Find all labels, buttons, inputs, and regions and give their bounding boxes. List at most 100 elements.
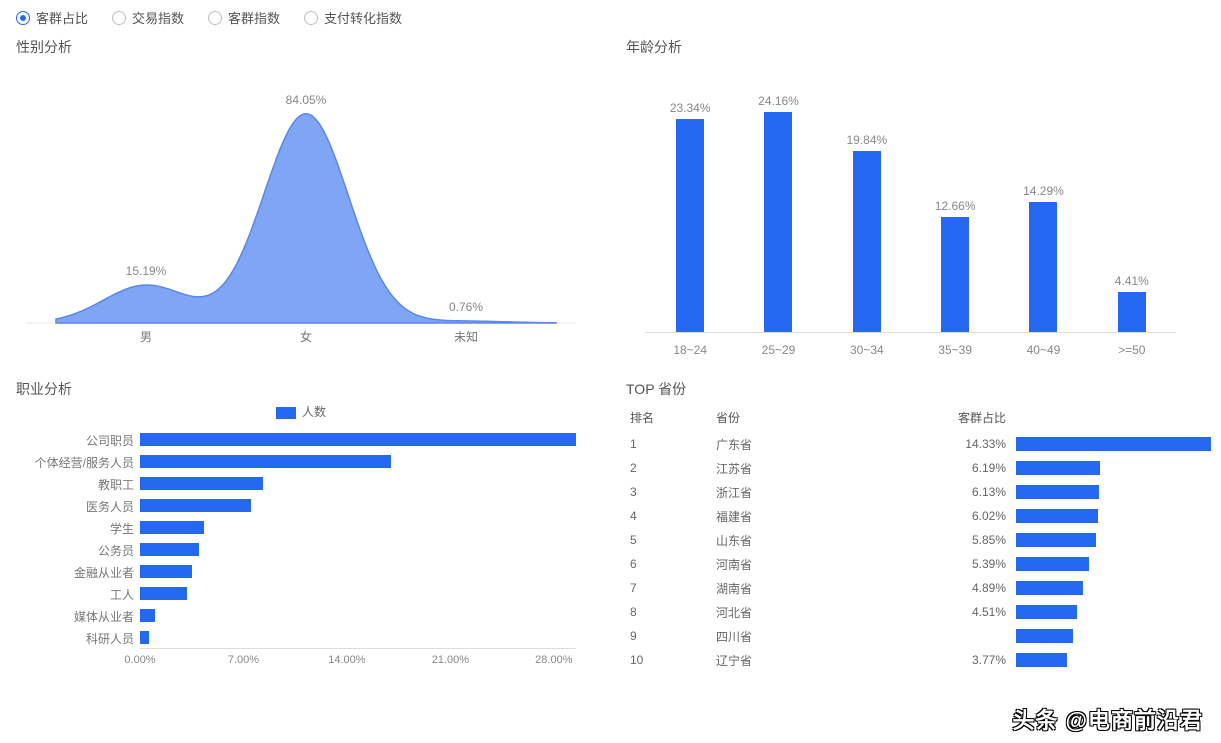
gender-category-label: 女 — [300, 329, 312, 344]
province-rank: 8 — [626, 605, 716, 619]
occupation-x-tick: 28.00% — [535, 654, 572, 666]
province-bar — [1016, 629, 1073, 643]
radio-customer-index[interactable]: 客群指数 — [208, 8, 280, 27]
province-rank: 9 — [626, 629, 716, 643]
occupation-label: 金融从业者 — [16, 564, 134, 581]
occupation-bar — [140, 587, 187, 600]
province-row: 6 河南省 5.39% — [626, 552, 1211, 576]
province-rank: 4 — [626, 509, 716, 523]
province-row: 2 江苏省 6.19% — [626, 456, 1211, 480]
occupation-bar — [140, 455, 391, 468]
age-category-label: 18~24 — [646, 343, 734, 357]
occupation-label: 教职工 — [16, 476, 134, 493]
occupation-bar — [140, 543, 199, 556]
province-name: 广东省 — [716, 436, 926, 453]
age-value-label: 14.29% — [1023, 184, 1064, 198]
occupation-row: 教职工 — [140, 472, 576, 494]
province-bar — [1016, 509, 1098, 523]
occupation-bar — [140, 477, 263, 490]
gender-category-label: 男 — [140, 330, 152, 344]
occupation-row: 科研人员 — [140, 626, 576, 648]
col-name: 省份 — [716, 409, 926, 426]
age-panel: 年龄分析 23.34% 24.16% 19.84% 12.66% 14.29% — [626, 37, 1211, 361]
occupation-x-axis — [140, 648, 576, 649]
gender-category-label: 未知 — [454, 330, 478, 344]
province-rank: 3 — [626, 485, 716, 499]
age-value-label: 4.41% — [1115, 274, 1149, 288]
radio-dot-icon — [16, 11, 30, 25]
age-bar-col: 14.29% — [999, 184, 1087, 332]
gender-panel: 性别分析 15.19%男84.05%女0.76%未知 — [16, 37, 586, 361]
province-row: 4 福建省 6.02% — [626, 504, 1211, 528]
age-bar-col: 12.66% — [911, 199, 999, 332]
age-bar — [1029, 202, 1057, 332]
age-bar — [676, 119, 704, 332]
province-bar — [1016, 437, 1211, 451]
province-bar — [1016, 461, 1100, 475]
occupation-label: 媒体从业者 — [16, 608, 134, 625]
province-row: 10 辽宁省 3.77% — [626, 648, 1211, 672]
province-title: TOP 省份 — [626, 379, 1211, 399]
province-row: 8 河北省 4.51% — [626, 600, 1211, 624]
province-bar — [1016, 653, 1067, 667]
province-name: 湖南省 — [716, 580, 926, 597]
gender-area — [56, 114, 556, 323]
province-name: 江苏省 — [716, 460, 926, 477]
province-bar — [1016, 605, 1077, 619]
occupation-row: 个体经营/服务人员 — [140, 450, 576, 472]
radio-pay-conv-index[interactable]: 支付转化指数 — [304, 8, 402, 27]
province-bar — [1016, 557, 1089, 571]
occupation-legend: 人数 — [16, 403, 586, 420]
province-pct: 5.85% — [926, 533, 1016, 547]
province-row: 9 四川省 — [626, 624, 1211, 648]
occupation-label: 工人 — [16, 586, 134, 603]
occupation-row: 公司职员 — [140, 428, 576, 450]
age-x-axis — [646, 332, 1176, 333]
age-bar-col: 19.84% — [823, 133, 911, 332]
province-bar-cell — [1016, 509, 1211, 523]
occupation-bar — [140, 609, 155, 622]
age-value-label: 19.84% — [846, 133, 887, 147]
occupation-label: 公务员 — [16, 542, 134, 559]
metric-radio-group: 客群占比 交易指数 客群指数 支付转化指数 — [16, 8, 1205, 27]
province-bar-cell — [1016, 605, 1211, 619]
province-pct: 5.39% — [926, 557, 1016, 571]
age-category-label: 25~29 — [734, 343, 822, 357]
age-bar — [764, 112, 792, 332]
occupation-row: 金融从业者 — [140, 560, 576, 582]
occupation-row: 公务员 — [140, 538, 576, 560]
province-bar — [1016, 581, 1083, 595]
radio-customer-ratio[interactable]: 客群占比 — [16, 8, 88, 27]
gender-chart: 15.19%男84.05%女0.76%未知 — [16, 61, 586, 361]
occupation-label: 个体经营/服务人员 — [16, 454, 134, 471]
province-name: 河南省 — [716, 556, 926, 573]
radio-label: 客群占比 — [36, 8, 88, 27]
age-category-label: >=50 — [1088, 343, 1176, 357]
radio-trade-index[interactable]: 交易指数 — [112, 8, 184, 27]
occupation-chart: 人数 公司职员 个体经营/服务人员 教职工 医务人员 学生 — [16, 403, 586, 723]
province-rank: 10 — [626, 653, 716, 667]
gender-value-label: 84.05% — [286, 93, 327, 107]
occupation-row: 医务人员 — [140, 494, 576, 516]
occupation-bar — [140, 565, 192, 578]
province-bar-cell — [1016, 653, 1211, 667]
province-rank: 1 — [626, 437, 716, 451]
province-pct: 6.13% — [926, 485, 1016, 499]
age-title: 年龄分析 — [626, 37, 1211, 57]
province-bar-cell — [1016, 485, 1211, 499]
province-bar-cell — [1016, 461, 1211, 475]
province-row: 7 湖南省 4.89% — [626, 576, 1211, 600]
province-pct: 14.33% — [926, 437, 1016, 451]
province-bar — [1016, 485, 1099, 499]
province-rank: 2 — [626, 461, 716, 475]
province-name: 河北省 — [716, 604, 926, 621]
occupation-label: 公司职员 — [16, 432, 134, 449]
province-name: 辽宁省 — [716, 652, 926, 669]
radio-dot-icon — [112, 11, 126, 25]
occupation-label: 医务人员 — [16, 498, 134, 515]
radio-dot-icon — [304, 11, 318, 25]
province-rank: 7 — [626, 581, 716, 595]
province-bar-cell — [1016, 581, 1211, 595]
province-bar-cell — [1016, 557, 1211, 571]
age-bar — [1118, 292, 1146, 332]
